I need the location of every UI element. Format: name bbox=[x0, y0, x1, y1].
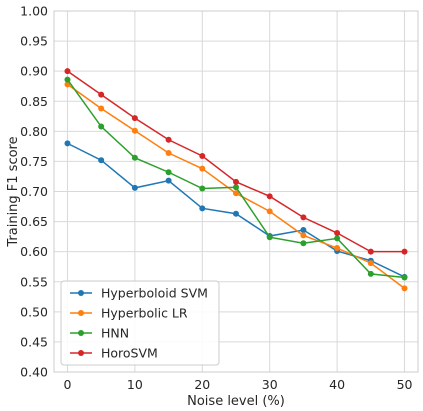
legend-label: Hyperbolic LR bbox=[101, 306, 188, 321]
data-point-horosvm bbox=[266, 193, 273, 200]
y-tick-label: 0.95 bbox=[20, 34, 48, 49]
legend-item: HNN bbox=[70, 326, 129, 341]
data-point-hyperboloid-svm bbox=[64, 140, 71, 147]
data-point-hyperbolic-lr bbox=[98, 105, 105, 112]
y-tick-label: 1.00 bbox=[20, 4, 48, 19]
legend-swatch-marker bbox=[78, 290, 84, 296]
data-point-horosvm bbox=[233, 178, 239, 185]
y-tick-label: 0.50 bbox=[20, 304, 48, 319]
data-point-hyperbolic-lr bbox=[165, 149, 172, 156]
data-point-hyperboloid-svm bbox=[199, 205, 206, 212]
y-tick-label: 0.75 bbox=[20, 154, 48, 169]
data-point-horosvm bbox=[165, 136, 172, 143]
data-point-hnn bbox=[367, 270, 374, 277]
data-point-hnn bbox=[131, 154, 138, 161]
y-axis-ticks: 0.40 0.45 0.50 0.55 0.60 0.65 0.70 0.75 0.80 0.85… bbox=[20, 4, 48, 380]
data-point-horosvm bbox=[131, 115, 138, 122]
legend-item: Hyperboloid SVM bbox=[70, 286, 208, 301]
x-tick-label: 0 bbox=[64, 377, 72, 392]
data-point-hyperbolic-lr bbox=[266, 208, 273, 215]
y-tick-label: 0.60 bbox=[20, 244, 48, 259]
plot-frame bbox=[53, 10, 419, 373]
data-point-horosvm bbox=[367, 248, 374, 255]
data-point-horosvm bbox=[98, 91, 105, 98]
data-point-hyperbolic-lr bbox=[334, 245, 341, 252]
data-point-horosvm bbox=[64, 68, 71, 75]
legend-swatch-marker bbox=[78, 350, 84, 356]
legend-item: HoroSVM bbox=[70, 346, 158, 361]
data-point-hyperboloid-svm bbox=[131, 184, 138, 191]
y-tick-label: 0.70 bbox=[20, 184, 48, 199]
y-tick-label: 0.90 bbox=[20, 64, 48, 79]
series-lines bbox=[64, 68, 408, 292]
y-tick-label: 0.55 bbox=[20, 274, 48, 289]
y-tick-label: 0.45 bbox=[20, 334, 48, 349]
x-axis-ticks: 0 10 20 30 40 50 bbox=[64, 377, 413, 392]
x-tick-label: 40 bbox=[329, 377, 345, 392]
legend-label: Hyperboloid SVM bbox=[101, 286, 208, 301]
data-point-hyperboloid-svm bbox=[233, 210, 239, 217]
y-tick-label: 0.65 bbox=[20, 214, 48, 229]
data-point-hyperbolic-lr bbox=[401, 285, 408, 292]
data-point-hyperbolic-lr bbox=[199, 165, 206, 172]
legend-box bbox=[60, 280, 220, 366]
legend: Hyperboloid SVM Hyperbolic LR HNN HoroSVM bbox=[60, 280, 220, 366]
legend-label: HoroSVM bbox=[101, 346, 158, 361]
data-point-hyperboloid-svm bbox=[98, 157, 105, 164]
data-point-hyperboloid-svm bbox=[165, 177, 172, 184]
series-line-hnn bbox=[66, 79, 405, 279]
data-point-hyperbolic-lr bbox=[233, 190, 239, 197]
data-point-hnn bbox=[199, 185, 206, 192]
data-point-hyperboloid-svm bbox=[300, 227, 307, 234]
legend-swatch-marker bbox=[78, 310, 84, 316]
data-point-hnn bbox=[98, 123, 105, 130]
data-point-hnn bbox=[233, 184, 239, 191]
data-point-hnn bbox=[300, 240, 307, 247]
legend-swatch-marker bbox=[78, 330, 84, 336]
y-tick-label: 0.80 bbox=[20, 124, 48, 139]
x-tick-label: 30 bbox=[262, 377, 278, 392]
legend-label: HNN bbox=[101, 326, 129, 341]
data-point-horosvm bbox=[199, 153, 206, 160]
legend-item: Hyperbolic LR bbox=[70, 306, 188, 321]
data-point-horosvm bbox=[300, 214, 307, 221]
data-point-hnn bbox=[165, 169, 172, 176]
y-tick-label: 0.85 bbox=[20, 94, 48, 109]
x-tick-label: 20 bbox=[194, 377, 210, 392]
data-point-hnn bbox=[64, 76, 71, 83]
y-axis-label: Training F1 score bbox=[6, 136, 21, 247]
x-tick-label: 50 bbox=[397, 377, 413, 392]
series-hnn bbox=[64, 76, 408, 281]
x-tick-label: 10 bbox=[127, 377, 143, 392]
series-horosvm bbox=[64, 68, 408, 255]
x-axis-label: Noise level (%) bbox=[187, 394, 285, 409]
data-point-hnn bbox=[334, 235, 341, 242]
y-tick-label: 0.40 bbox=[20, 365, 48, 380]
data-point-hnn bbox=[401, 274, 408, 281]
data-point-hyperbolic-lr bbox=[300, 232, 307, 239]
data-point-hyperbolic-lr bbox=[367, 260, 374, 267]
series-hyperbolic-lr bbox=[64, 81, 408, 292]
data-point-horosvm bbox=[334, 230, 341, 237]
data-point-hyperbolic-lr bbox=[131, 127, 138, 134]
data-point-horosvm bbox=[401, 248, 408, 255]
data-point-hnn bbox=[266, 234, 273, 241]
